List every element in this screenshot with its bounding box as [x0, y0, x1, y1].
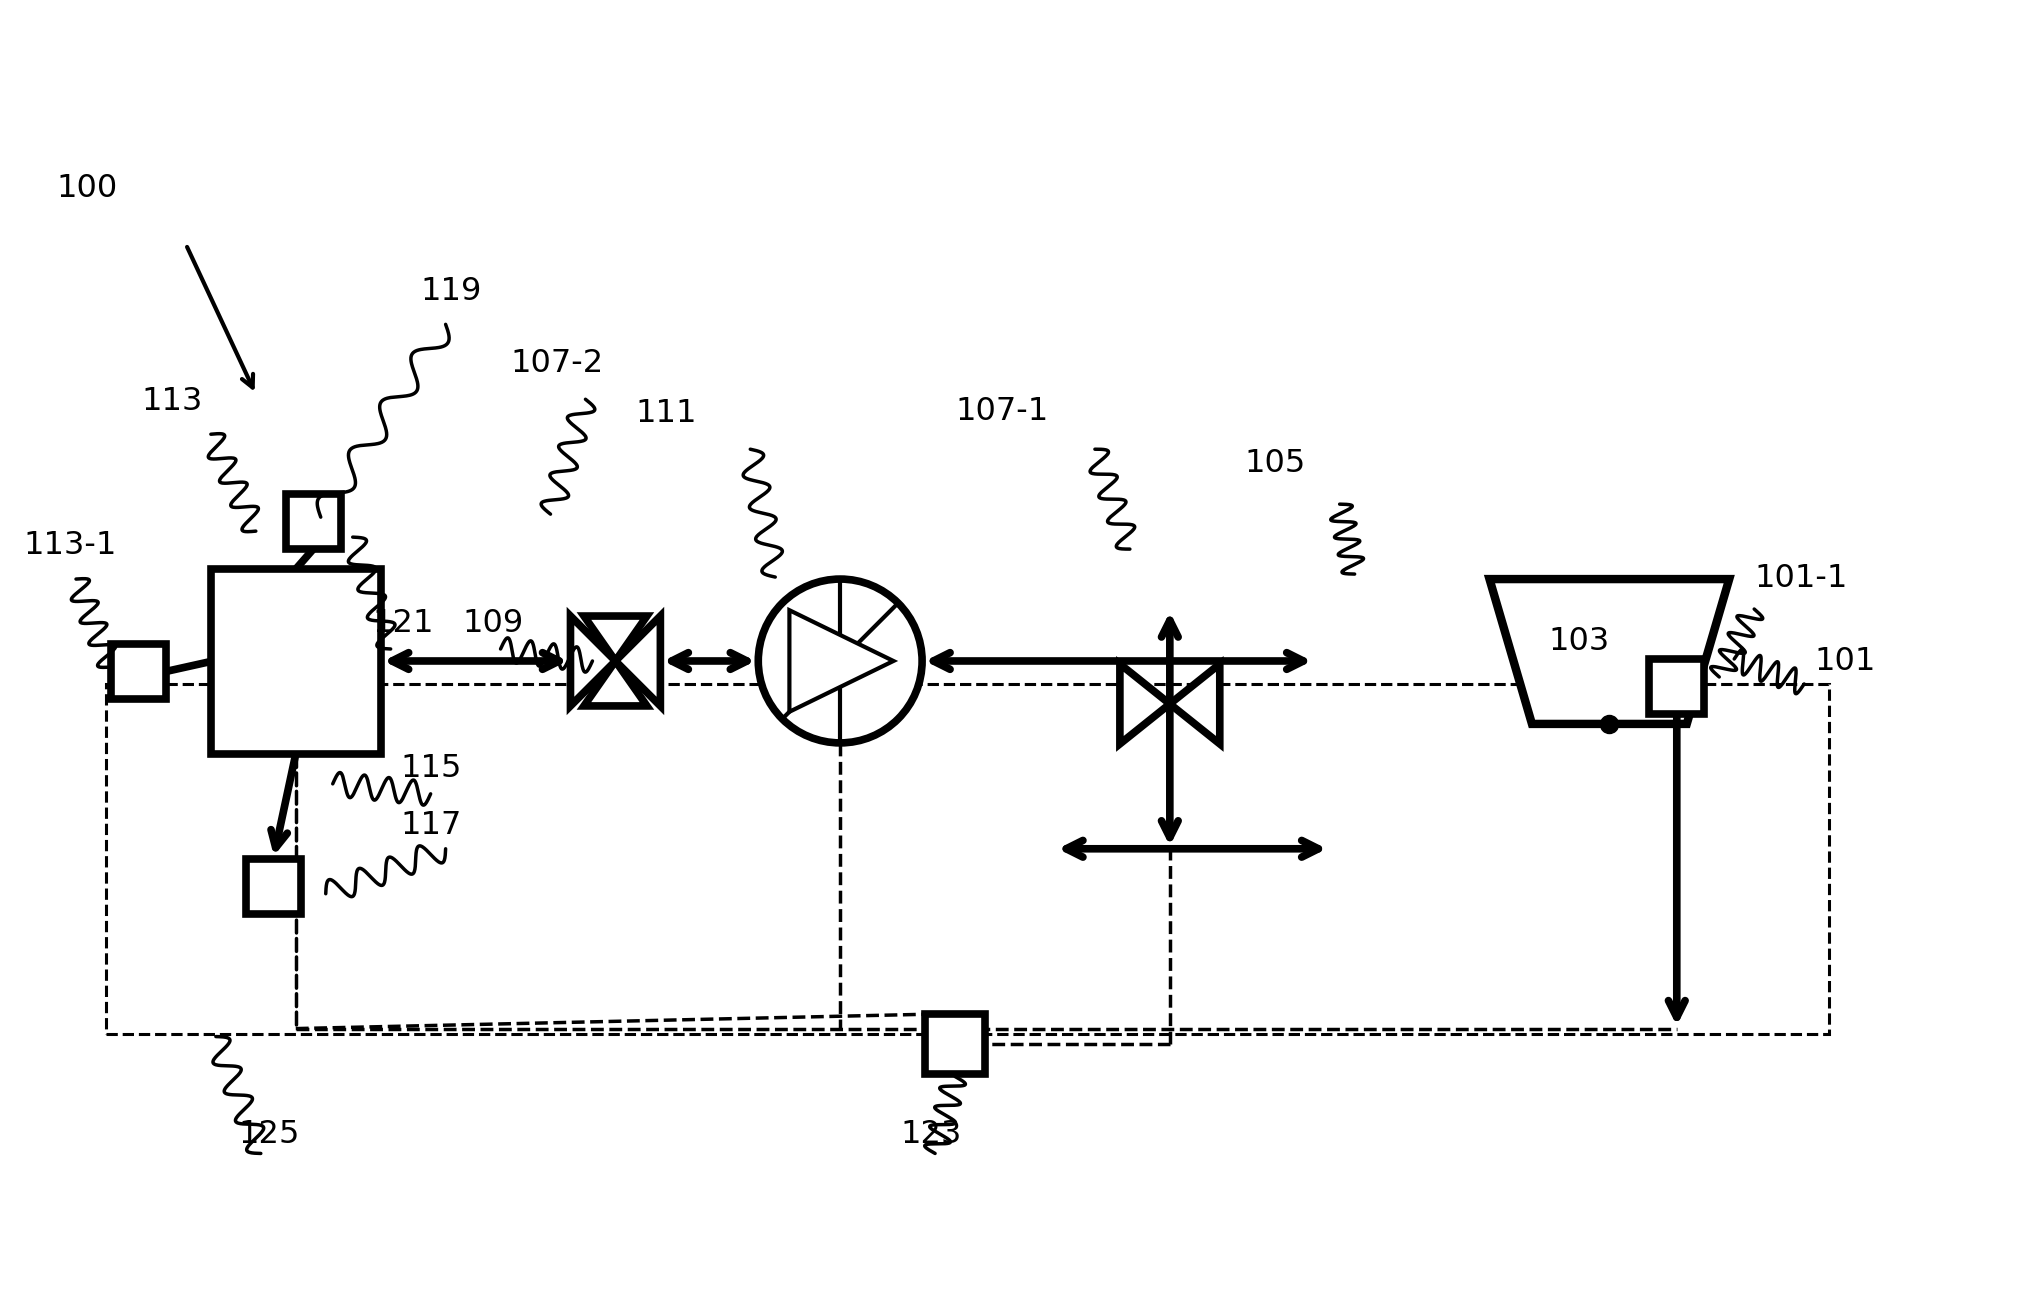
- Bar: [246, 858, 301, 914]
- Polygon shape: [571, 616, 616, 706]
- Bar: [925, 1013, 986, 1074]
- Text: 103: 103: [1548, 626, 1609, 657]
- Polygon shape: [583, 616, 646, 661]
- Text: 101-1: 101-1: [1754, 563, 1847, 594]
- Text: 121: 121: [372, 608, 435, 639]
- Bar: [211, 568, 380, 754]
- Text: 100: 100: [57, 174, 118, 205]
- Text: 111: 111: [636, 398, 697, 429]
- Text: 123: 123: [900, 1119, 961, 1151]
- Circle shape: [758, 579, 923, 742]
- Text: 125: 125: [240, 1119, 301, 1151]
- Text: 113-1: 113-1: [22, 530, 116, 561]
- Polygon shape: [1120, 664, 1170, 744]
- Polygon shape: [583, 661, 646, 706]
- Text: 117: 117: [400, 809, 461, 840]
- Polygon shape: [788, 610, 894, 712]
- Text: 115: 115: [400, 753, 461, 784]
- Bar: [112, 644, 167, 699]
- Text: 109: 109: [463, 608, 524, 639]
- Text: 107-2: 107-2: [510, 348, 604, 379]
- Bar: [1650, 659, 1705, 714]
- Polygon shape: [616, 616, 660, 706]
- Bar: [287, 494, 341, 549]
- Bar: [106, 684, 1829, 1034]
- Text: 113: 113: [140, 387, 203, 418]
- Polygon shape: [1170, 664, 1219, 744]
- Text: 105: 105: [1246, 449, 1307, 480]
- Polygon shape: [1489, 579, 1729, 724]
- Text: 119: 119: [421, 276, 482, 307]
- Text: 101: 101: [1815, 646, 1876, 677]
- Text: 107-1: 107-1: [955, 396, 1049, 427]
